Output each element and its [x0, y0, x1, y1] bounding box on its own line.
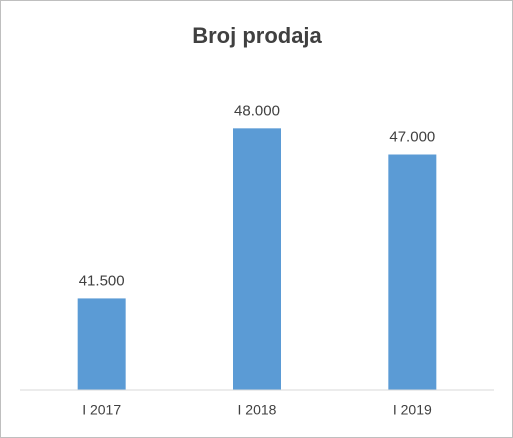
value-label: 41.500: [79, 272, 125, 289]
chart-title: Broj prodaja: [192, 23, 322, 48]
value-label: 47.000: [389, 128, 435, 145]
x-tick-label: I 2018: [238, 402, 277, 418]
x-tick-label: I 2019: [393, 402, 432, 418]
x-tick-label: I 2017: [82, 402, 121, 418]
bar: [233, 128, 281, 391]
value-label: 48.000: [234, 102, 280, 119]
bar: [77, 298, 126, 390]
bar: [388, 154, 437, 390]
